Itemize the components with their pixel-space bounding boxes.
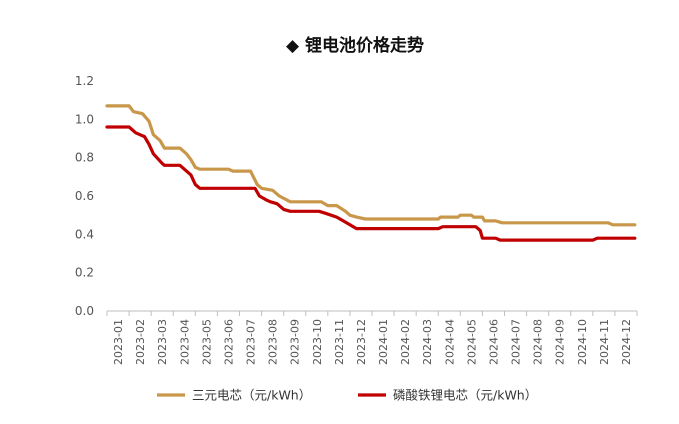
x-tick-label: 2024-04 bbox=[443, 319, 456, 365]
y-tick-label: 0.8 bbox=[75, 151, 94, 165]
x-tick-label: 2023-02 bbox=[134, 319, 147, 365]
x-tick-label: 2023-03 bbox=[156, 319, 169, 365]
series-line-lfp bbox=[105, 125, 637, 242]
y-tick-label: 0.6 bbox=[75, 189, 94, 203]
y-tick-label: 0.4 bbox=[75, 227, 94, 241]
x-tick-label: 2023-05 bbox=[200, 319, 213, 365]
x-tick-label: 2024-01 bbox=[377, 319, 390, 365]
x-tick-label: 2024-07 bbox=[510, 319, 523, 365]
series-lines bbox=[105, 104, 637, 242]
x-tick-label: 2024-08 bbox=[532, 319, 545, 365]
y-tick-label: 0.2 bbox=[75, 266, 94, 280]
x-tick-label: 2023-07 bbox=[245, 319, 258, 365]
legend: 三元电芯（元/kWh） 磷酸铁锂电芯（元/kWh） bbox=[157, 388, 537, 403]
x-tick-label: 2024-03 bbox=[421, 319, 434, 365]
x-tick-label: 2024-06 bbox=[487, 319, 500, 365]
x-tick-label: 2023-11 bbox=[333, 319, 346, 365]
legend-label: 三元电芯（元/kWh） bbox=[192, 388, 311, 403]
x-tick-label: 2023-10 bbox=[311, 319, 324, 365]
x-axis: 2023-01 2023-02 2023-03 2023-04 2023-05 2023-… bbox=[106, 311, 638, 365]
series-line-ternary bbox=[105, 104, 637, 227]
x-tick-label: 2023-04 bbox=[178, 319, 191, 365]
x-tick-label: 2023-08 bbox=[267, 319, 280, 365]
x-tick-label: 2024-10 bbox=[576, 319, 589, 365]
y-axis: 0.0 0.2 0.4 0.6 0.8 1.0 1.2 bbox=[75, 74, 94, 318]
x-tick-label: 2023-01 bbox=[112, 319, 125, 365]
y-tick-label: 1.2 bbox=[75, 74, 94, 88]
x-tick-label: 2023-09 bbox=[289, 319, 302, 365]
legend-label: 磷酸铁锂电芯（元/kWh） bbox=[393, 388, 537, 403]
x-tick-label: 2024-02 bbox=[399, 319, 412, 365]
x-tick-label: 2023-06 bbox=[222, 319, 235, 365]
x-tick-label: 2024-09 bbox=[554, 319, 567, 365]
chart-title: ◆ 锂电池价格走势 bbox=[286, 35, 424, 56]
x-tick-label: 2023-12 bbox=[355, 319, 368, 365]
x-tick-label: 2024-11 bbox=[598, 319, 611, 365]
y-tick-label: 1.0 bbox=[75, 112, 94, 126]
x-tick-label: 2024-12 bbox=[620, 319, 633, 365]
y-tick-label: 0.0 bbox=[75, 304, 94, 318]
x-tick-label: 2024-05 bbox=[465, 319, 478, 365]
